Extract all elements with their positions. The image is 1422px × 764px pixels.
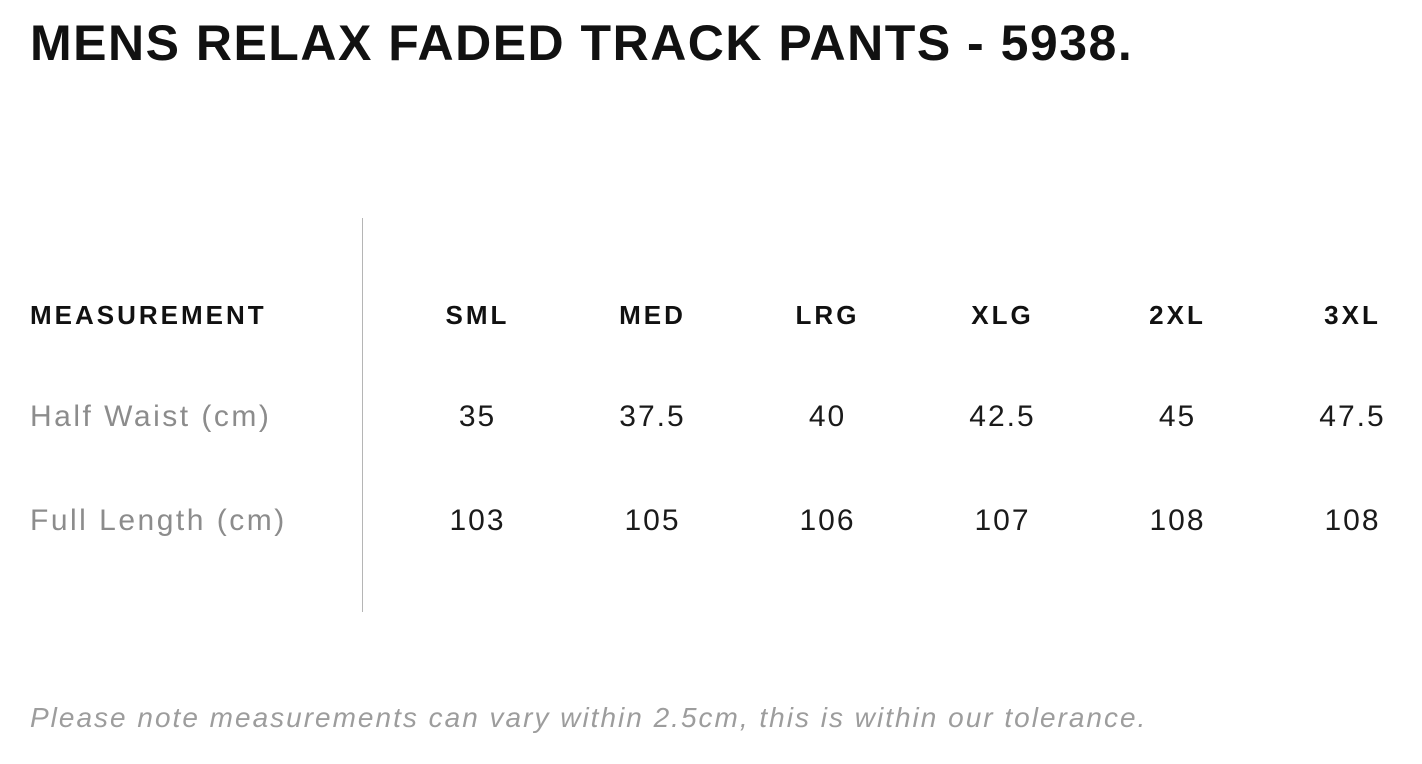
- value-cell: 45: [1158, 400, 1197, 433]
- size-chart-header-row: MEASUREMENT SML MED LRG XLG 2XL 3XL: [0, 293, 1422, 337]
- value-cell: 35: [458, 400, 497, 433]
- tolerance-note: Please note measurements can vary within…: [30, 702, 1148, 733]
- row-label: Half Waist (cm): [30, 400, 272, 433]
- value-cell: 108: [1149, 504, 1206, 537]
- table-row-half-waist: Half Waist (cm) 35 37.5 40 42.5 45 47.5: [0, 395, 1422, 439]
- value-cell: 107: [974, 504, 1031, 537]
- value-cell: 40: [808, 400, 847, 433]
- table-row-full-length: Full Length (cm) 103 105 106 107 108 108: [0, 499, 1422, 543]
- measurement-column-header: MEASUREMENT: [30, 299, 267, 330]
- size-column-header-2xl: 2XL: [1149, 299, 1206, 330]
- row-label: Full Length (cm): [30, 504, 287, 537]
- value-cell: 47.5: [1319, 400, 1386, 433]
- vertical-divider: [362, 218, 363, 612]
- size-column-header-xlg: XLG: [971, 299, 1034, 330]
- size-column-header-3xl: 3XL: [1324, 299, 1381, 330]
- value-cell: 106: [799, 504, 856, 537]
- value-cell: 42.5: [969, 400, 1036, 433]
- value-cell: 37.5: [619, 400, 686, 433]
- size-column-header-sml: SML: [445, 299, 510, 330]
- value-cell: 105: [624, 504, 681, 537]
- page-title: MENS RELAX FADED TRACK PANTS - 5938.: [30, 15, 1134, 71]
- size-column-header-lrg: LRG: [795, 299, 860, 330]
- value-cell: 103: [449, 504, 506, 537]
- value-cell: 108: [1324, 504, 1381, 537]
- size-column-header-med: MED: [619, 299, 686, 330]
